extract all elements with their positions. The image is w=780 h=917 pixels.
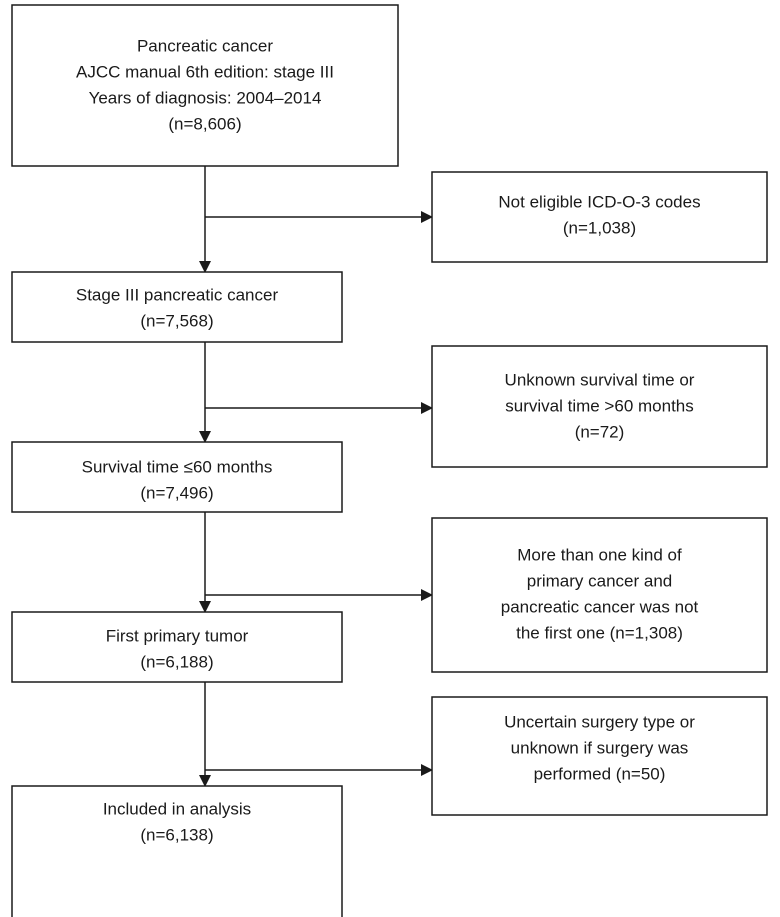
- box-text: (n=7,496): [140, 483, 213, 502]
- box-text: First primary tumor: [106, 626, 249, 645]
- exclusion-box: [431, 517, 768, 673]
- box-text: Included in analysis: [103, 799, 251, 818]
- box-text: Stage III pancreatic cancer: [76, 285, 279, 304]
- box-text: unknown if surgery was: [511, 738, 689, 757]
- box-text: primary cancer and: [527, 571, 673, 590]
- main-box: [11, 441, 343, 513]
- box-text: More than one kind of: [517, 545, 682, 564]
- box-text: Survival time ≤60 months: [82, 457, 273, 476]
- main-box: [11, 785, 343, 917]
- box-text: (n=6,188): [140, 652, 213, 671]
- box-text: AJCC manual 6th edition: stage III: [76, 62, 334, 81]
- exclusion-box: [431, 345, 768, 468]
- box-text: performed (n=50): [534, 764, 666, 783]
- box-text: survival time >60 months: [505, 396, 694, 415]
- box-text: (n=6,138): [140, 825, 213, 844]
- box-text: pancreatic cancer was not: [501, 597, 699, 616]
- box-text: (n=8,606): [168, 114, 241, 133]
- main-box: [11, 611, 343, 683]
- exclusion-box: [431, 696, 768, 816]
- box-text: the first one (n=1,308): [516, 623, 683, 642]
- box-text: (n=1,038): [563, 218, 636, 237]
- box-text: (n=7,568): [140, 311, 213, 330]
- main-box: [11, 4, 399, 167]
- box-text: Pancreatic cancer: [137, 36, 273, 55]
- box-text: (n=72): [575, 422, 625, 441]
- box-text: Not eligible ICD-O-3 codes: [498, 192, 700, 211]
- main-box: [11, 271, 343, 343]
- exclusion-box: [431, 171, 768, 263]
- box-text: Uncertain surgery type or: [504, 712, 695, 731]
- box-text: Unknown survival time or: [505, 370, 695, 389]
- box-text: Years of diagnosis: 2004–2014: [89, 88, 322, 107]
